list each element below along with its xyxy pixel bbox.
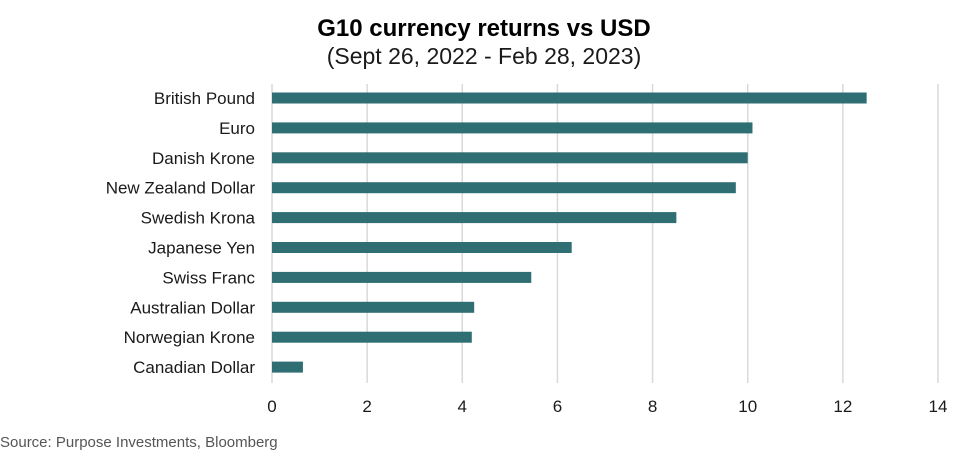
category-label: Norwegian Krone xyxy=(124,328,255,347)
x-tick-label: 2 xyxy=(362,397,371,416)
category-label: Australian Dollar xyxy=(130,298,255,317)
gridlines xyxy=(271,84,939,383)
category-label: Swedish Krona xyxy=(141,209,256,228)
bar xyxy=(272,271,532,283)
source-note: Source: Purpose Investments, Bloomberg xyxy=(0,434,278,451)
category-label: New Zealand Dollar xyxy=(106,179,256,198)
x-tick-label: 12 xyxy=(833,397,852,416)
x-tick-label: 14 xyxy=(929,397,948,416)
x-tick-label: 8 xyxy=(648,397,657,416)
category-label: Canadian Dollar xyxy=(133,358,255,377)
category-labels: British Pound Euro Danish Krone New Zealand… xyxy=(106,89,256,377)
bars xyxy=(272,92,867,373)
bar xyxy=(272,182,736,194)
chart-subtitle: (Sept 26, 2022 - Feb 28, 2023) xyxy=(327,43,642,69)
bar xyxy=(272,361,303,373)
category-label: Euro xyxy=(219,119,255,138)
category-label: British Pound xyxy=(154,89,255,108)
x-tick-label: 4 xyxy=(458,397,467,416)
bar xyxy=(272,301,475,313)
x-axis-ticks: 0 2 4 6 8 10 12 14 xyxy=(267,397,947,416)
category-label: Japanese Yen xyxy=(148,239,255,258)
category-label: Danish Krone xyxy=(152,149,255,168)
bar xyxy=(272,152,748,164)
bar xyxy=(272,212,677,224)
bar xyxy=(272,242,572,253)
category-label: Swiss Franc xyxy=(162,268,255,287)
bar xyxy=(272,92,867,104)
x-tick-label: 10 xyxy=(738,397,757,416)
chart-title: G10 currency returns vs USD xyxy=(317,15,650,42)
x-tick-label: 6 xyxy=(553,397,562,416)
bar xyxy=(272,331,472,343)
bar xyxy=(272,122,753,134)
x-tick-label: 0 xyxy=(267,397,276,416)
